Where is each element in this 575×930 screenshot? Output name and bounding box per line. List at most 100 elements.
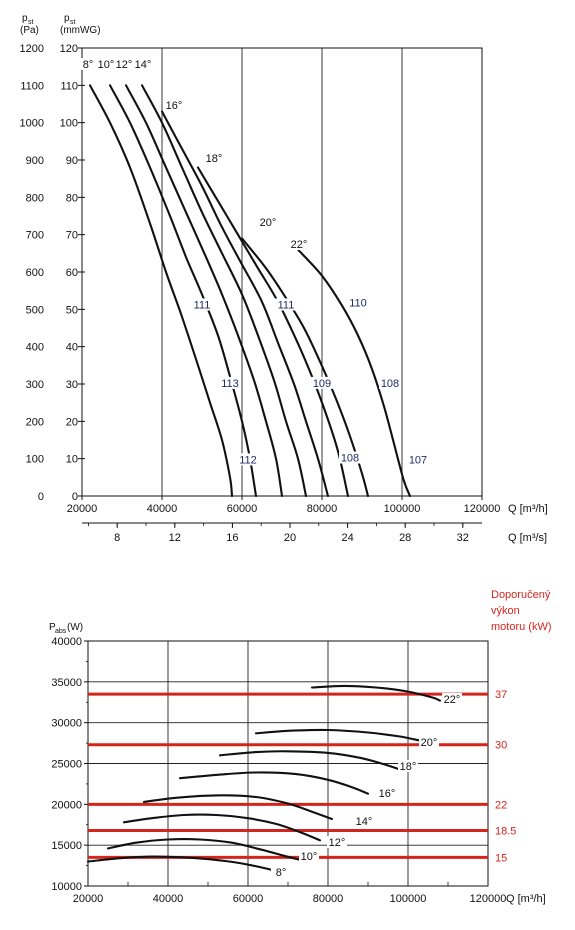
motor-power-title-line: výkon [491, 605, 520, 617]
blade-angle-curve [240, 237, 370, 498]
efficiency-label: 112 [239, 454, 257, 466]
power-curve [142, 794, 334, 821]
y-axis-title-pa-sub: st [28, 19, 34, 26]
efficiency-label: 108 [341, 453, 359, 465]
blade-angle-curve [196, 166, 350, 498]
angle-label-bg [115, 58, 133, 70]
angle-label-bg [398, 760, 418, 772]
angle-label: 10° [98, 59, 115, 71]
y-axis-title-pa-unit: (Pa) [20, 25, 39, 36]
angle-label: 14° [356, 816, 373, 828]
y-tick-label-pa: 400 [26, 342, 44, 354]
y-axis-title-unit: (W) [67, 622, 83, 633]
y-tick-label-mmwg: 50 [66, 304, 78, 316]
angle-label: 8° [276, 867, 287, 879]
power-curve [310, 684, 442, 702]
motor-power-label: 18.5 [495, 825, 516, 837]
y-axis-title-sub: abs [55, 628, 67, 635]
power-curve [122, 813, 322, 842]
x-tick-label: 60000 [227, 503, 258, 515]
y-tick-label-mmwg: 40 [66, 342, 78, 354]
angle-label: 8° [83, 59, 94, 71]
angle-label-bg [205, 152, 223, 164]
angle-label-bg [271, 866, 291, 878]
power-curve [218, 750, 406, 772]
angle-label-bg [299, 850, 319, 862]
power-curve [254, 728, 422, 742]
motor-power-title-line: Doporučený [491, 589, 551, 601]
y-tick-label-mmwg: 20 [66, 416, 78, 428]
y-axis-title-mmwg-sub: st [70, 19, 76, 26]
y-tick-label-pa: 500 [26, 304, 44, 316]
y-tick-label: 25000 [51, 759, 82, 771]
x2-tick-label: 32 [457, 532, 469, 544]
y-tick-label-mmwg: 60 [66, 267, 78, 279]
motor-power-label: 30 [495, 740, 507, 752]
efficiency-label: 109 [313, 378, 331, 390]
efficiency-label-bg [347, 296, 369, 309]
y-tick-label-mmwg: 0 [72, 491, 78, 503]
efficiency-label-bg [219, 376, 241, 389]
angle-label-bg [442, 693, 462, 705]
y-tick-label: 35000 [51, 677, 82, 689]
x-tick-label: 20000 [67, 503, 98, 515]
y-tick-label-pa: 1200 [20, 43, 44, 55]
angle-label: 20° [260, 217, 277, 229]
angle-label: 10° [301, 851, 318, 863]
x-tick-label: 100000 [384, 503, 421, 515]
angle-label-bg [327, 836, 347, 848]
y-tick-label-pa: 700 [26, 230, 44, 242]
y-tick-label-mmwg: 110 [60, 80, 78, 92]
y-tick-label-pa: 1000 [20, 118, 44, 130]
angle-label: 16° [379, 788, 396, 800]
efficiency-label: 110 [349, 298, 367, 310]
y-tick-label-pa: 600 [26, 267, 44, 279]
y-tick-label: 20000 [51, 799, 82, 811]
y-axis-title: P [49, 622, 56, 633]
x-axis-title: Q [m³/h] [506, 893, 546, 905]
y-tick-label-mmwg: 90 [66, 155, 78, 167]
y-tick-label: 15000 [51, 840, 82, 852]
x-tick-label: 40000 [147, 503, 178, 515]
angle-label: 16° [166, 100, 183, 112]
x-tick-label: 60000 [233, 893, 264, 905]
y-tick-label-mmwg: 70 [66, 230, 78, 242]
motor-power-title-line: motoru (kW) [491, 621, 552, 633]
angle-label-bg [419, 736, 439, 748]
pressure-chart: 0 0 100 10 200 20 300 30 400 40 500 50 600 60 700 70 800… [20, 13, 548, 544]
angle-label: 22° [291, 239, 308, 251]
angle-label-bg [259, 216, 277, 228]
x-tick-label: 40000 [153, 893, 184, 905]
efficiency-label-bg [191, 298, 213, 311]
efficiency-label-bg [237, 453, 259, 466]
angle-label: 20° [421, 737, 438, 749]
efficiency-label-bg [275, 298, 297, 311]
y-tick-label-mmwg: 80 [66, 192, 78, 204]
angle-label: 18° [400, 761, 417, 773]
x2-tick-label: 24 [341, 532, 353, 544]
angle-label-bg [97, 58, 115, 70]
angle-label: 18° [206, 153, 223, 165]
y-tick-label: 40000 [51, 636, 82, 648]
efficiency-label: 111 [194, 299, 211, 311]
y-tick-label: 10000 [51, 881, 82, 893]
x-tick-label: 80000 [307, 503, 338, 515]
motor-power-label: 15 [495, 852, 507, 864]
y-axis-title-mmwg-unit: (mmWG) [60, 25, 101, 36]
power-chart: 10000 15000 20000 25000 30000 35000 40000 P abs(… [49, 589, 552, 905]
blade-angle-curve [140, 84, 308, 498]
y-tick-label-pa: 900 [26, 155, 44, 167]
x2-axis-title: Q [m³/s] [508, 532, 547, 544]
x2-tick-label: 16 [226, 532, 238, 544]
x2-tick-label: 28 [399, 532, 411, 544]
angle-label-bg [79, 58, 97, 70]
blade-angle-curve [160, 110, 330, 498]
x-tick-label: 120000 [464, 503, 501, 515]
blade-angle-curve [296, 248, 412, 498]
x-tick-label: 100000 [390, 893, 427, 905]
x-tick-label: 20000 [73, 893, 104, 905]
x2-tick-label: 20 [284, 532, 296, 544]
angle-label: 14° [135, 59, 152, 71]
x-tick-label: 80000 [313, 893, 344, 905]
